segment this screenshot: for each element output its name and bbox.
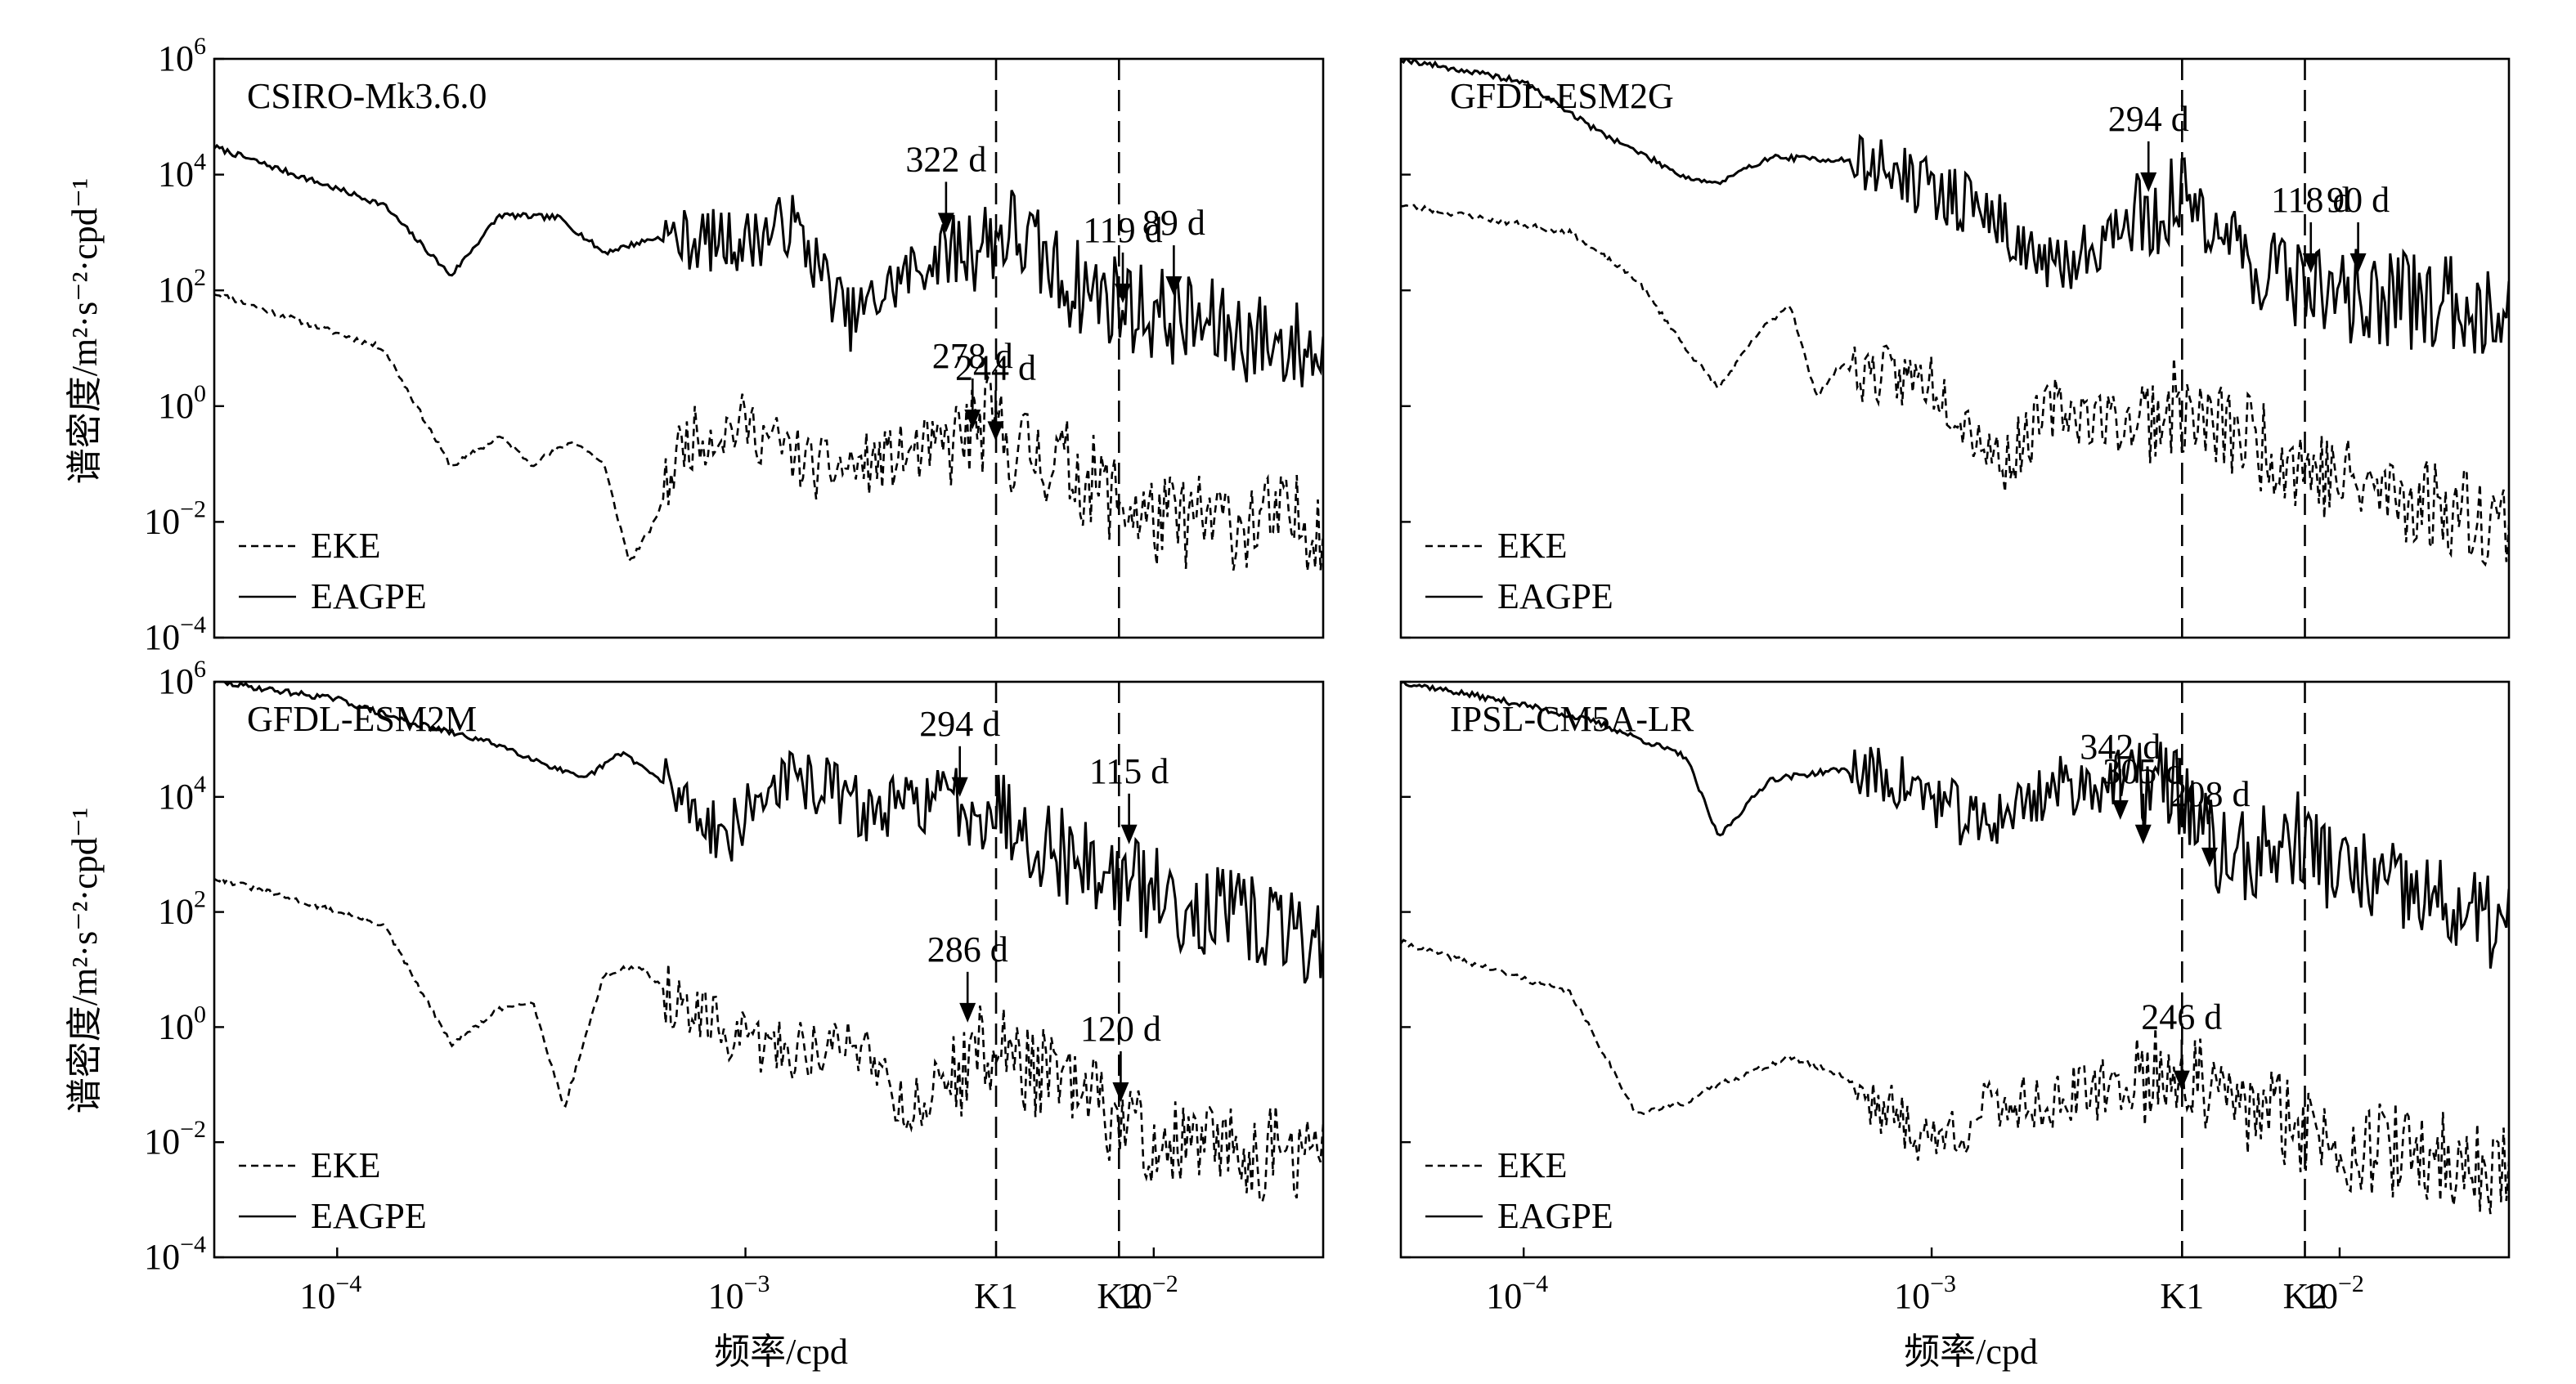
y-tick-label: 10−2 bbox=[144, 1116, 206, 1162]
xlabel-left: 频率/cpd bbox=[714, 1332, 848, 1372]
annotation: 322 d bbox=[905, 139, 986, 179]
arrow-head bbox=[1112, 1082, 1129, 1102]
series-eke bbox=[1401, 204, 2509, 567]
series-eagpe bbox=[214, 682, 1323, 984]
axes-frame bbox=[213, 680, 1325, 1259]
k-label: K2 bbox=[1097, 1276, 1141, 1316]
annotation: 89 d bbox=[1142, 203, 1205, 243]
ylabel-top: 谱密度/m²·s⁻²·cpd⁻¹ bbox=[65, 178, 105, 484]
y-tick-label: 104 bbox=[158, 771, 206, 817]
ylabel-bottom: 谱密度/m²·s⁻²·cpd⁻¹ bbox=[65, 808, 105, 1113]
panel-title: IPSL-CM5A-LR bbox=[1450, 699, 1694, 739]
arrow-head bbox=[2173, 1070, 2190, 1091]
arrow-head bbox=[937, 213, 954, 233]
annotation: 342 d bbox=[2080, 727, 2161, 767]
legend-label: EAGPE bbox=[311, 1196, 427, 1236]
arrow-head bbox=[959, 1002, 976, 1023]
arrow-head bbox=[2112, 799, 2129, 820]
legend-label: EKE bbox=[1497, 1145, 1568, 1185]
y-tick-label: 102 bbox=[158, 264, 206, 310]
axes-frame bbox=[1399, 680, 2511, 1259]
x-tick-label: 10−3 bbox=[1894, 1270, 1956, 1316]
annotation: 294 d bbox=[919, 704, 1000, 744]
legend-label: EAGPE bbox=[1497, 576, 1613, 616]
annotation: 305 d bbox=[2103, 751, 2183, 791]
axes-frame bbox=[1399, 57, 2511, 639]
arrow-head bbox=[987, 421, 1004, 441]
x-tick-label: 10−3 bbox=[708, 1270, 770, 1316]
series-eke bbox=[1401, 938, 2509, 1215]
y-tick-label: 100 bbox=[158, 1001, 206, 1046]
series-eagpe bbox=[1401, 682, 2509, 969]
legend-label: EAGPE bbox=[311, 576, 427, 616]
panel-4: 10−4 10−3 10−2K1 K2IPSL-CM5A-LREKEEAGPE342 … bbox=[1399, 680, 2511, 1316]
y-tick-label: 10−2 bbox=[144, 495, 206, 541]
arrow-head bbox=[2140, 172, 2157, 192]
axes-frame bbox=[213, 57, 1325, 639]
arrow-head bbox=[964, 409, 981, 429]
legend-label: EKE bbox=[311, 1145, 381, 1185]
series-eagpe bbox=[214, 143, 1323, 387]
series-eagpe bbox=[1401, 59, 2509, 354]
plot-area bbox=[1401, 682, 2509, 1215]
x-tick-label: 10−4 bbox=[1486, 1270, 1548, 1316]
annotation: 294 d bbox=[2108, 99, 2189, 139]
annotation: 286 d bbox=[927, 929, 1008, 970]
annotation: 208 d bbox=[2169, 774, 2250, 814]
panel-1: 106 104 102 100 10−2 10−4 CSIRO-Mk3.6.0 EKE EAGP… bbox=[144, 33, 1325, 657]
arrow-head bbox=[2134, 824, 2152, 844]
panel-title: GFDL-ESM2G bbox=[1450, 76, 1674, 116]
xlabel-right: 频率/cpd bbox=[1904, 1332, 2038, 1372]
panel-title: CSIRO-Mk3.6.0 bbox=[247, 76, 487, 116]
k-label: K1 bbox=[2160, 1276, 2204, 1316]
annotation: 246 d bbox=[2141, 997, 2222, 1037]
annotation: 118 d bbox=[2271, 180, 2350, 220]
panel-2: GFDL-ESM2G EKE EAGPE 294 d 118 d90 d bbox=[1399, 57, 2511, 639]
k-label: K2 bbox=[2283, 1276, 2327, 1316]
arrow-head bbox=[951, 777, 968, 797]
annotation: 120 d bbox=[1080, 1009, 1161, 1049]
annotation: 90 d bbox=[2327, 180, 2390, 220]
arrow-head bbox=[1120, 824, 1138, 844]
plot-area bbox=[1401, 59, 2509, 567]
plot-area bbox=[214, 682, 1323, 1204]
series-eke bbox=[214, 293, 1323, 571]
panel-title: GFDL-ESM2M bbox=[247, 699, 477, 739]
legend-label: EAGPE bbox=[1497, 1196, 1613, 1236]
arrow-head bbox=[1115, 283, 1132, 303]
arrow-head bbox=[2349, 253, 2367, 273]
legend-label: EKE bbox=[1497, 526, 1568, 566]
y-tick-label: 104 bbox=[158, 149, 206, 195]
arrow-head bbox=[2201, 847, 2218, 867]
y-tick-label: 100 bbox=[158, 380, 206, 426]
arrow-head bbox=[2302, 253, 2319, 273]
y-tick-label: 106 bbox=[158, 33, 206, 78]
panels: 106 104 102 100 10−2 10−4 CSIRO-Mk3.6.0 EKE EAGP… bbox=[144, 33, 2511, 1316]
annotation: 119 d bbox=[1083, 210, 1162, 250]
legend-label: EKE bbox=[311, 526, 381, 566]
series-eke bbox=[214, 876, 1323, 1204]
plot-area bbox=[214, 143, 1323, 571]
y-tick-label: 102 bbox=[158, 886, 206, 932]
y-tick-label: 10−4 bbox=[144, 611, 206, 657]
y-tick-label: 10−4 bbox=[144, 1231, 206, 1277]
y-tick-label: 106 bbox=[158, 656, 206, 701]
arrow-head bbox=[1165, 276, 1183, 297]
x-tick-label: 10−4 bbox=[299, 1270, 361, 1316]
k-label: K1 bbox=[974, 1276, 1018, 1316]
annotation: 244 d bbox=[955, 347, 1036, 387]
annotation: 115 d bbox=[1089, 751, 1169, 791]
annotation: 278 d bbox=[932, 336, 1013, 376]
